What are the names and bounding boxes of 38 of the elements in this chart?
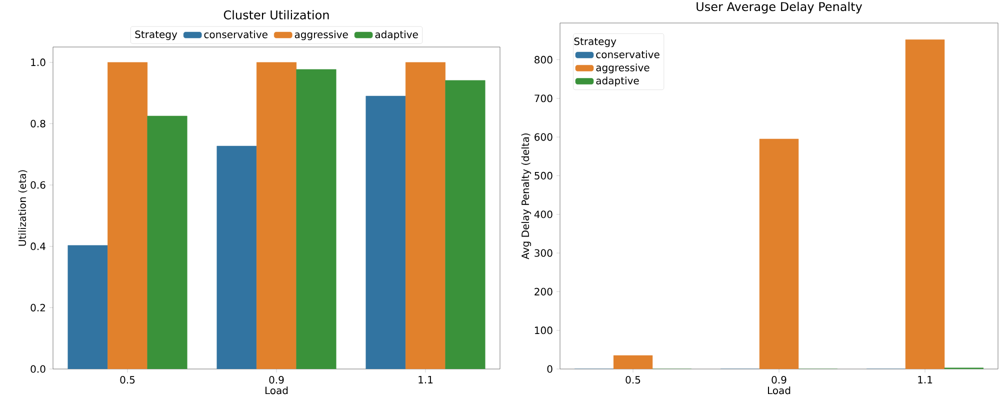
y-tick-label: 400 [534,210,552,218]
legend-label: adaptive [596,76,639,86]
chart-title: User Average Delay Penalty [696,2,862,14]
x-tick-label: 0.5 [626,376,640,384]
y-tick-label: 100 [534,326,552,334]
bar [68,245,108,369]
bar [366,96,406,369]
y-axis-title: Avg Delay Penalty (delta) [521,133,532,260]
y-axis-title: Utilization (eta) [18,170,28,246]
x-axis-title: Load [768,386,790,394]
x-tick-label: 1.1 [418,376,433,384]
bar [216,146,257,369]
legend-label: adaptive [375,30,418,40]
y-tick-label: 0.4 [30,242,46,250]
x-tick-label: 0.9 [269,376,284,384]
legend-label: conservative [204,30,268,38]
legend-title: Strategy [574,38,616,48]
x-tick-label: 0.9 [772,376,786,384]
x-tick-label: 0.5 [120,376,135,384]
legend-label: aggressive [596,64,650,74]
y-tick-label: 300 [534,249,552,257]
legend-label: aggressive [294,30,348,40]
chart-title: Cluster Utilization [224,10,329,20]
y-tick-label: 0.8 [30,120,46,128]
legend-label: conservative [596,50,660,58]
legend-title: Strategy [135,30,178,40]
y-tick-label: 0.2 [30,304,45,312]
y-tick-label: 1.0 [31,58,46,66]
y-tick-label: 0.0 [30,365,46,373]
y-tick-label: 500 [534,172,552,180]
y-tick-label: 200 [534,288,552,296]
x-tick-label: 1.1 [918,376,932,384]
y-tick-label: 0 [547,365,552,373]
x-axis-title: Load [265,386,288,394]
y-tick-label: 0.6 [30,181,46,189]
y-tick-label: 700 [534,94,552,102]
y-tick-label: 800 [534,56,552,64]
y-tick-label: 600 [534,133,552,141]
